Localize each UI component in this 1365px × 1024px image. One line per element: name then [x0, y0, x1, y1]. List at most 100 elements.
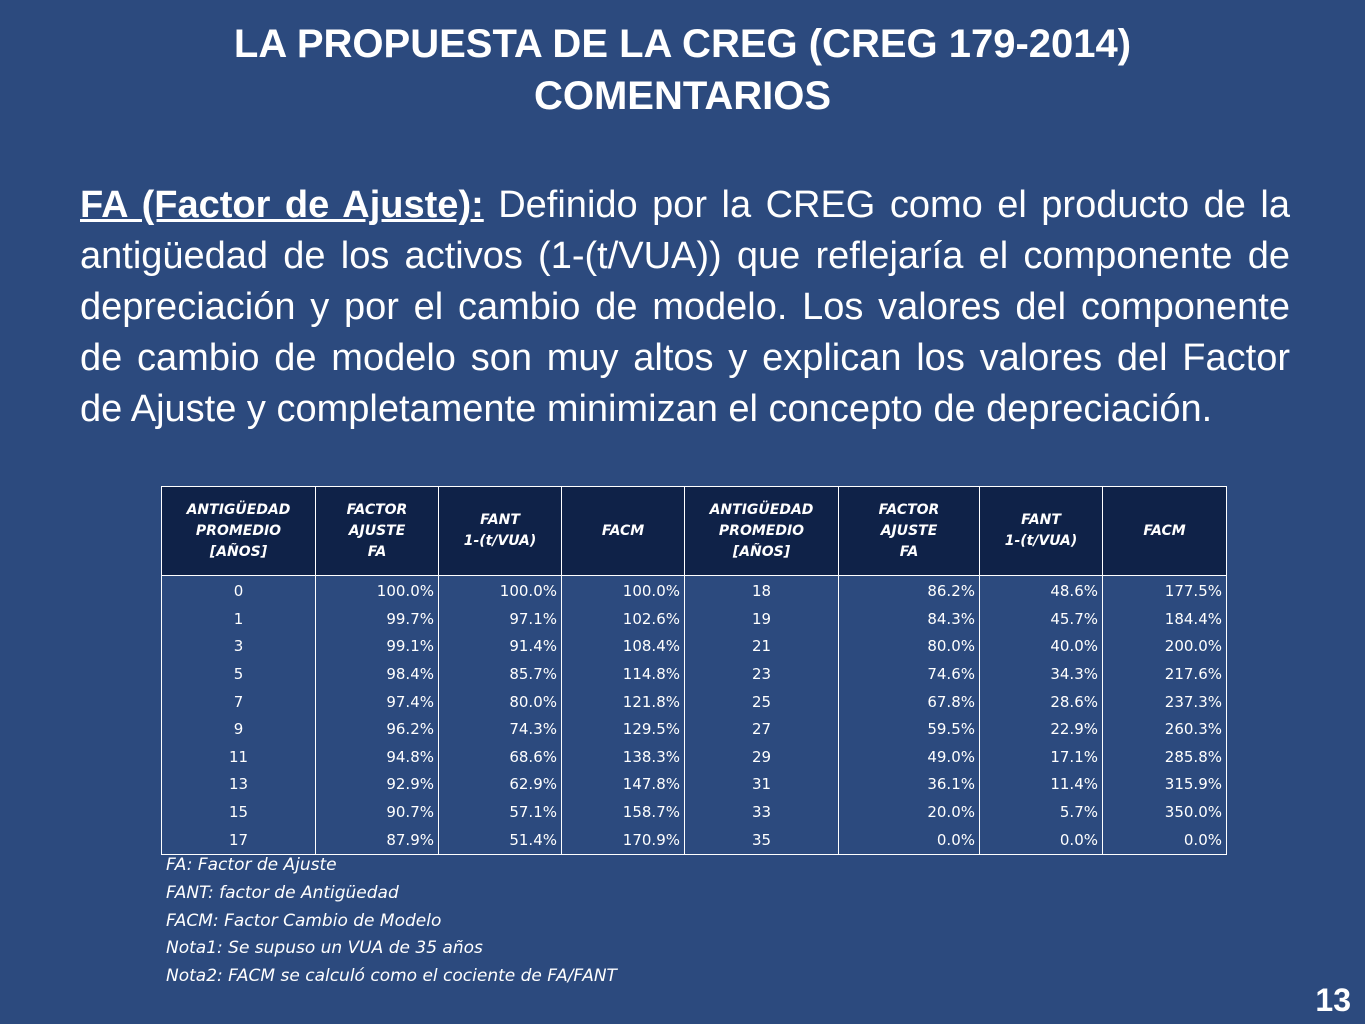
table-cell: 0	[161, 575, 316, 606]
column-header: FANT 1-(t/VUA)	[438, 486, 562, 576]
table-cell: 7	[161, 688, 316, 716]
table-cell: 100.0%	[561, 575, 685, 606]
table-cell: 102.6%	[561, 605, 685, 634]
table-cell: 29	[684, 743, 839, 772]
column-header: FACTOR AJUSTE FA	[838, 486, 980, 576]
table-cell: 0.0%	[979, 826, 1103, 855]
column-header-line: FACM	[1143, 522, 1186, 539]
table-cell: 0.0%	[838, 826, 980, 855]
table-cell: 34.3%	[979, 660, 1103, 689]
title-line-2: COMENTARIOS	[533, 74, 832, 118]
column-header-line: FACTOR	[878, 501, 940, 518]
table-cell: 260.3%	[1102, 715, 1227, 744]
column-header-line: ANTIGÜEDAD	[709, 501, 814, 518]
table-cell: 100.0%	[315, 575, 439, 606]
table-cell: 23	[684, 660, 839, 689]
table-cell: 129.5%	[561, 715, 685, 744]
table-row: 0 100.0% 100.0% 100.0% 18 86.2% 48.6% 177.5%	[161, 575, 1227, 606]
table-cell: 9	[161, 715, 316, 744]
column-header-line: FACM	[601, 522, 645, 539]
table-cell: 98.4%	[315, 660, 439, 689]
table-row: 5 98.4% 85.7% 114.8% 23 74.6% 34.3% 217.6%	[161, 660, 1227, 689]
table-cell: 5	[161, 660, 316, 689]
table-cell: 84.3%	[838, 605, 980, 634]
table-cell: 86.2%	[838, 575, 980, 606]
column-header: FACM	[561, 486, 685, 576]
table-cell: 74.3%	[438, 715, 562, 744]
table-cell: 40.0%	[979, 633, 1103, 661]
table-row: 13 92.9% 62.9% 147.8% 31 36.1% 11.4% 315.9%	[161, 771, 1227, 799]
column-header-line: FANT	[480, 512, 520, 528]
table-cell: 121.8%	[561, 688, 685, 716]
table-row: 9 96.2% 74.3% 129.5% 27 59.5% 22.9% 260.3%	[161, 715, 1227, 744]
table-cell: 11.4%	[979, 771, 1103, 799]
table-cell: 51.4%	[438, 826, 562, 855]
table-cell: 57.1%	[438, 798, 562, 827]
table-cell: 27	[684, 715, 839, 744]
table-cell: 99.7%	[315, 605, 439, 634]
table-cell: 87.9%	[315, 826, 439, 855]
table-cell: 11	[161, 743, 316, 772]
body-text: Definido por la CREG como el producto de…	[80, 184, 1290, 430]
table-row: 1 99.7% 97.1% 102.6% 19 84.3% 45.7% 184.4%	[161, 605, 1227, 634]
table-cell: 48.6%	[979, 575, 1103, 606]
column-header: FANT 1-(t/VUA)	[979, 486, 1103, 576]
table-cell: 45.7%	[979, 605, 1103, 634]
table-cell: 315.9%	[1102, 771, 1227, 799]
column-header-line: [AÑOS]	[209, 543, 268, 560]
table-cell: 97.1%	[438, 605, 562, 634]
page-number: 13	[1315, 982, 1351, 1018]
table-cell: 49.0%	[838, 743, 980, 772]
column-header: FACM	[1102, 486, 1227, 576]
table-header-row: ANTIGÜEDAD PROMEDIO [AÑOS] FACTOR AJUSTE FA FA…	[161, 486, 1227, 576]
table-cell: 200.0%	[1102, 633, 1227, 661]
data-table: ANTIGÜEDAD PROMEDIO [AÑOS] FACTOR AJUSTE FA FA…	[161, 486, 1227, 855]
table-cell: 96.2%	[315, 715, 439, 744]
column-header: FACTOR AJUSTE FA	[315, 486, 439, 576]
table-cell: 138.3%	[561, 743, 685, 772]
table-row: 7 97.4% 80.0% 121.8% 25 67.8% 28.6% 237.3%	[161, 688, 1227, 716]
table-cell: 19	[684, 605, 839, 634]
table-cell: 158.7%	[561, 798, 685, 827]
column-header-line: 1-(t/VUA)	[463, 533, 537, 549]
column-header-line: FACTOR	[346, 501, 408, 518]
column-header-line: FA	[899, 543, 919, 560]
slide-title: LA PROPUESTA DE LA CREG (CREG 179-2014) …	[0, 18, 1365, 122]
table-cell: 59.5%	[838, 715, 980, 744]
table-cell: 13	[161, 771, 316, 799]
table-cell: 177.5%	[1102, 575, 1227, 606]
table-cell: 91.4%	[438, 633, 562, 661]
column-header-line: FA	[367, 543, 387, 560]
column-header-line: 1-(t/VUA)	[1004, 533, 1078, 549]
table-cell: 3	[161, 633, 316, 661]
table-cell: 28.6%	[979, 688, 1103, 716]
table-cell: 33	[684, 798, 839, 827]
table-cell: 17.1%	[979, 743, 1103, 772]
table-cell: 85.7%	[438, 660, 562, 689]
table-cell: 35	[684, 826, 839, 855]
table-cell: 15	[161, 798, 316, 827]
table-row: 17 87.9% 51.4% 170.9% 35 0.0% 0.0% 0.0%	[161, 826, 1227, 855]
column-header-line: PROMEDIO	[195, 522, 282, 539]
table-cell: 1	[161, 605, 316, 634]
table-body: 0 100.0% 100.0% 100.0% 18 86.2% 48.6% 177.5% 1 99…	[161, 575, 1227, 855]
table-cell: 114.8%	[561, 660, 685, 689]
term-heading: FA (Factor de Ajuste):	[80, 184, 484, 226]
table-cell: 92.9%	[315, 771, 439, 799]
table-cell: 17	[161, 826, 316, 855]
note-line: FA: Factor de Ajuste	[166, 855, 337, 875]
table-cell: 67.8%	[838, 688, 980, 716]
table-cell: 36.1%	[838, 771, 980, 799]
table-cell: 285.8%	[1102, 743, 1227, 772]
table-cell: 80.0%	[838, 633, 980, 661]
table-cell: 68.6%	[438, 743, 562, 772]
table-cell: 170.9%	[561, 826, 685, 855]
table-cell: 147.8%	[561, 771, 685, 799]
column-header-line: AJUSTE	[880, 522, 938, 539]
table-cell: 20.0%	[838, 798, 980, 827]
column-header-line: PROMEDIO	[718, 522, 805, 539]
table-cell: 108.4%	[561, 633, 685, 661]
column-header-line: AJUSTE	[348, 522, 406, 539]
table-cell: 100.0%	[438, 575, 562, 606]
table-cell: 25	[684, 688, 839, 716]
